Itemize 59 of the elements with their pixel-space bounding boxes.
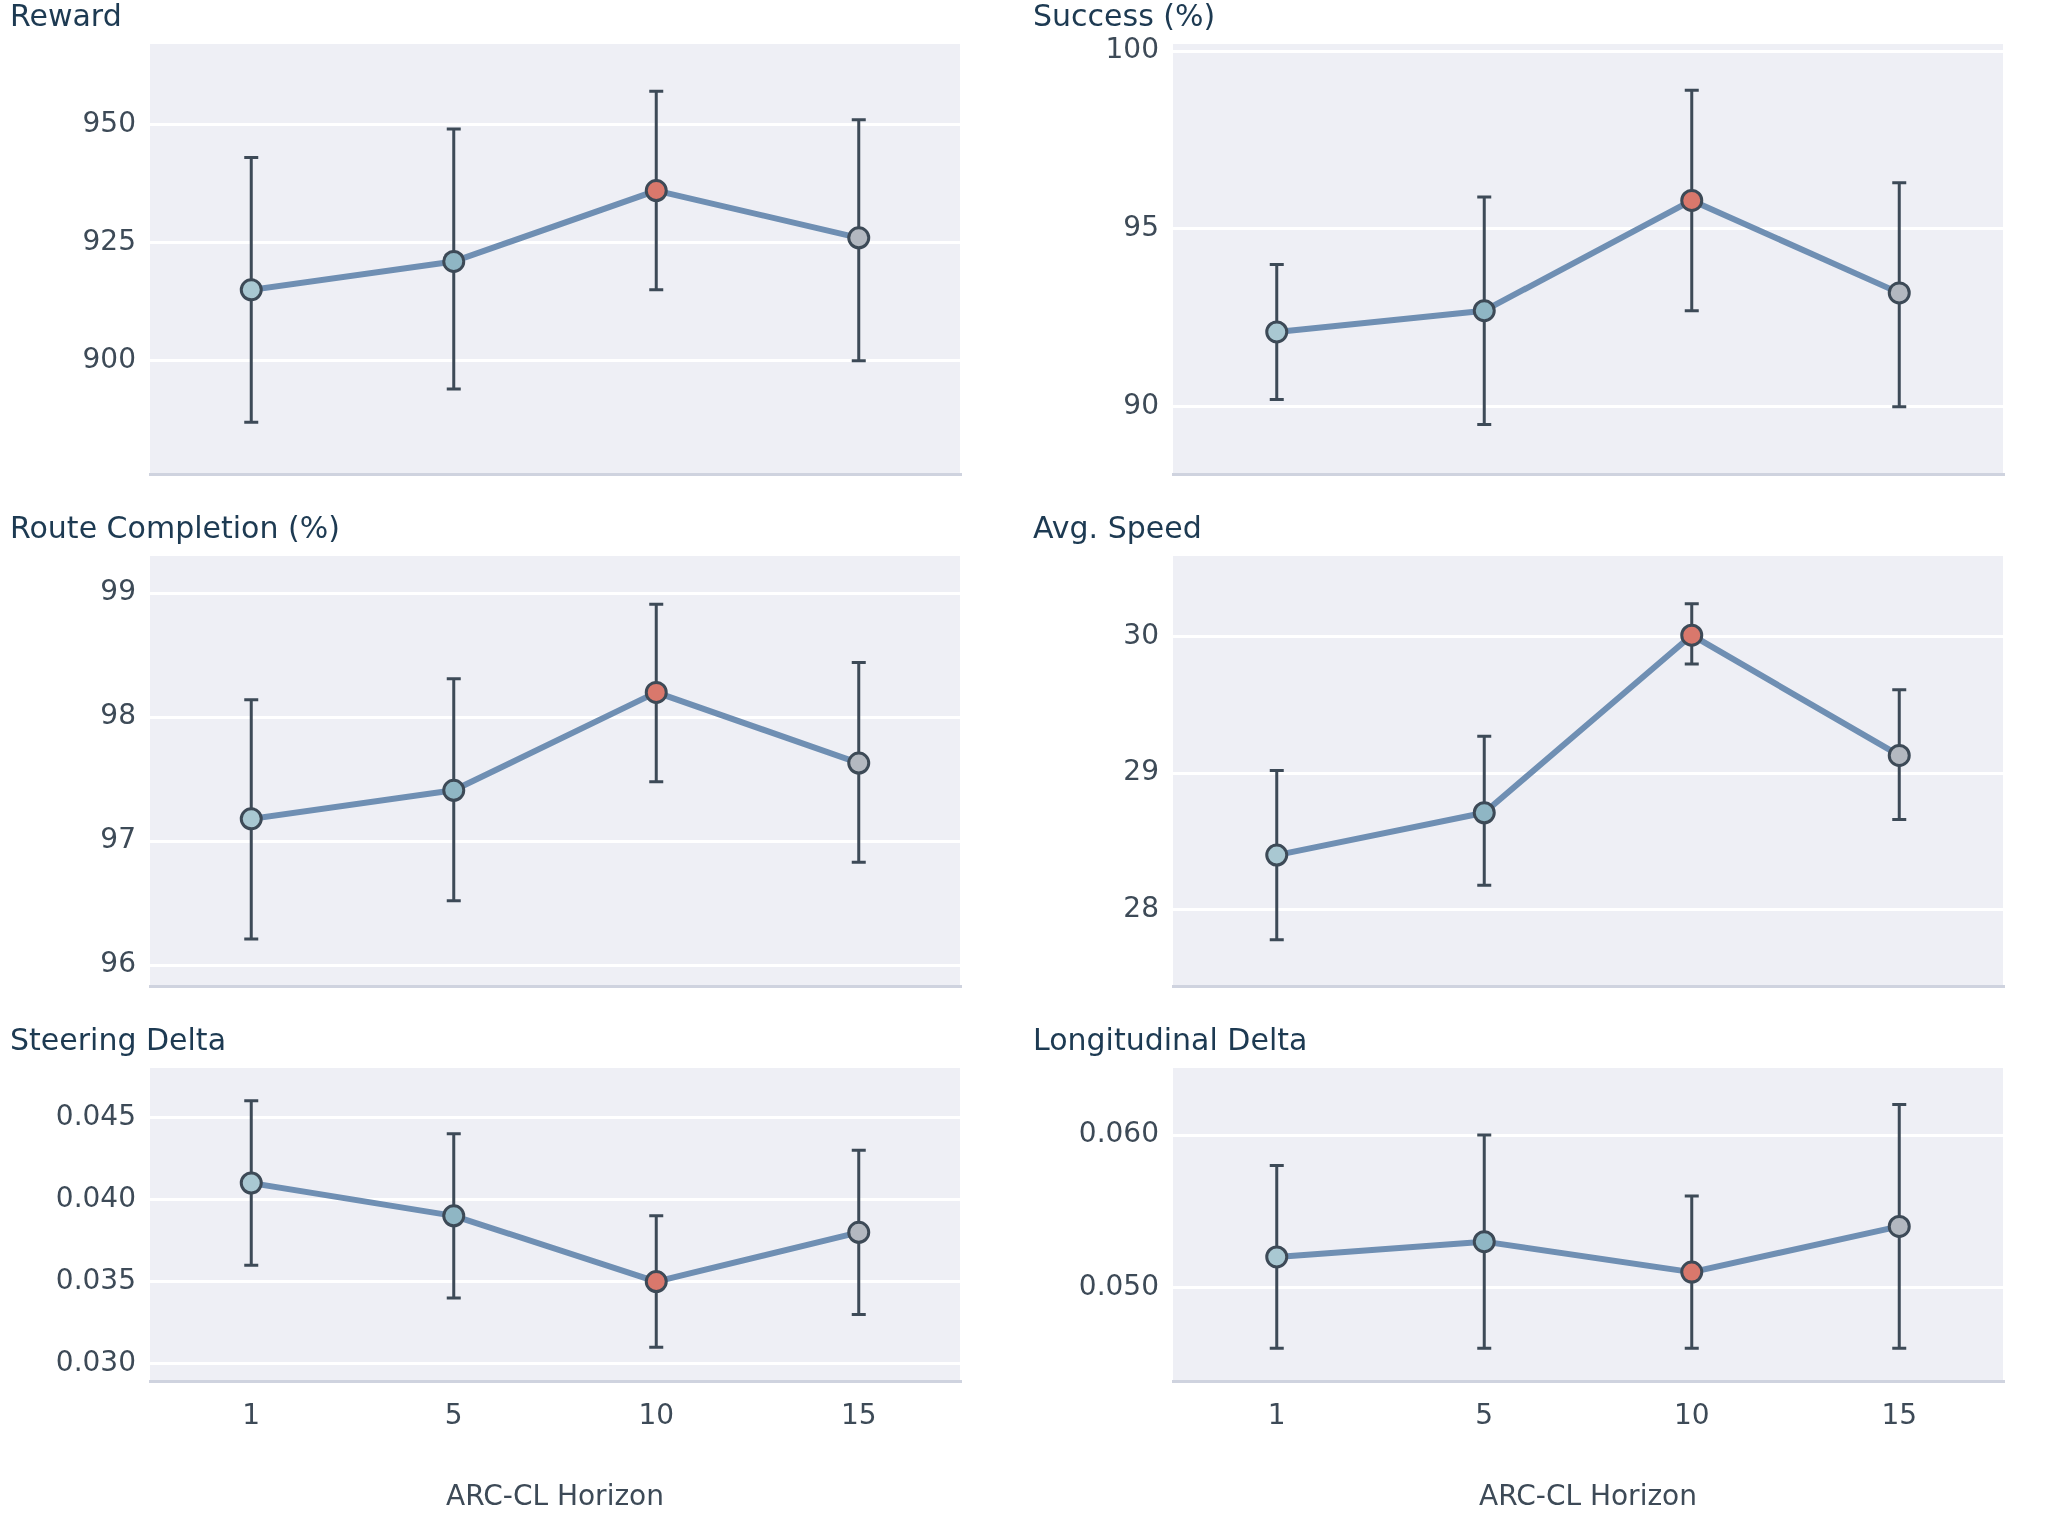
y-tick-label: 30 bbox=[1123, 617, 1159, 651]
y-tick-label: 96 bbox=[100, 946, 136, 980]
x-tick-label: 15 bbox=[1881, 1397, 1918, 1431]
point bbox=[442, 1204, 466, 1228]
y-tick-label: 0.060 bbox=[1078, 1116, 1159, 1150]
y-tick-label: 950 bbox=[82, 105, 136, 139]
x-tick-label: 15 bbox=[840, 1397, 877, 1431]
point bbox=[1472, 1230, 1496, 1254]
point bbox=[1265, 843, 1289, 867]
x-tick-label: 10 bbox=[1673, 1397, 1710, 1431]
point bbox=[1265, 1245, 1289, 1269]
y-tick-label: 99 bbox=[100, 574, 136, 608]
y-tick-label: 0.030 bbox=[55, 1345, 136, 1379]
y-tick-label: 100 bbox=[1105, 32, 1159, 66]
point bbox=[644, 680, 668, 704]
chart-title: Reward bbox=[10, 0, 122, 33]
y-tick-label: 97 bbox=[100, 822, 136, 856]
point bbox=[847, 1220, 871, 1244]
y-tick-label: 900 bbox=[82, 342, 136, 376]
chart-title: Route Completion (%) bbox=[10, 509, 340, 545]
x-tick-label: 5 bbox=[1475, 1397, 1494, 1431]
point bbox=[239, 807, 263, 831]
x-axis-title: ARC-CL Horizon bbox=[446, 1479, 664, 1513]
x-tick-label: 1 bbox=[242, 1397, 261, 1431]
y-tick-label: 90 bbox=[1123, 387, 1159, 421]
point bbox=[644, 1270, 668, 1294]
point bbox=[1680, 188, 1704, 212]
y-tick-label: 95 bbox=[1123, 210, 1159, 244]
point bbox=[1887, 743, 1911, 767]
point bbox=[442, 778, 466, 802]
point bbox=[847, 751, 871, 775]
point bbox=[239, 1171, 263, 1195]
y-tick-label: 925 bbox=[82, 223, 136, 257]
point bbox=[1472, 801, 1496, 825]
y-tick-label: 0.045 bbox=[55, 1098, 136, 1132]
chart-title: Steering Delta bbox=[10, 1021, 227, 1057]
chart-title: Avg. Speed bbox=[1033, 509, 1202, 545]
point bbox=[1680, 1260, 1704, 1284]
y-tick-label: 98 bbox=[100, 698, 136, 732]
point bbox=[1265, 320, 1289, 344]
y-tick-label: 0.050 bbox=[1078, 1268, 1159, 1302]
chart-title: Longitudinal Delta bbox=[1033, 1021, 1308, 1057]
x-tick-label: 10 bbox=[638, 1397, 675, 1431]
y-tick-label: 0.035 bbox=[55, 1262, 136, 1296]
point bbox=[1680, 623, 1704, 647]
x-tick-label: 5 bbox=[444, 1397, 463, 1431]
point bbox=[1472, 299, 1496, 323]
point bbox=[1887, 1214, 1911, 1238]
x-tick-label: 1 bbox=[1267, 1397, 1286, 1431]
chart-title: Success (%) bbox=[1033, 0, 1216, 33]
y-tick-label: 0.040 bbox=[55, 1180, 136, 1214]
y-tick-label: 29 bbox=[1123, 754, 1159, 788]
x-axis-title: ARC-CL Horizon bbox=[1479, 1479, 1697, 1513]
point bbox=[239, 278, 263, 302]
point bbox=[644, 179, 668, 203]
point bbox=[442, 249, 466, 273]
y-tick-label: 28 bbox=[1123, 891, 1159, 924]
point bbox=[1887, 281, 1911, 305]
point bbox=[847, 226, 871, 250]
